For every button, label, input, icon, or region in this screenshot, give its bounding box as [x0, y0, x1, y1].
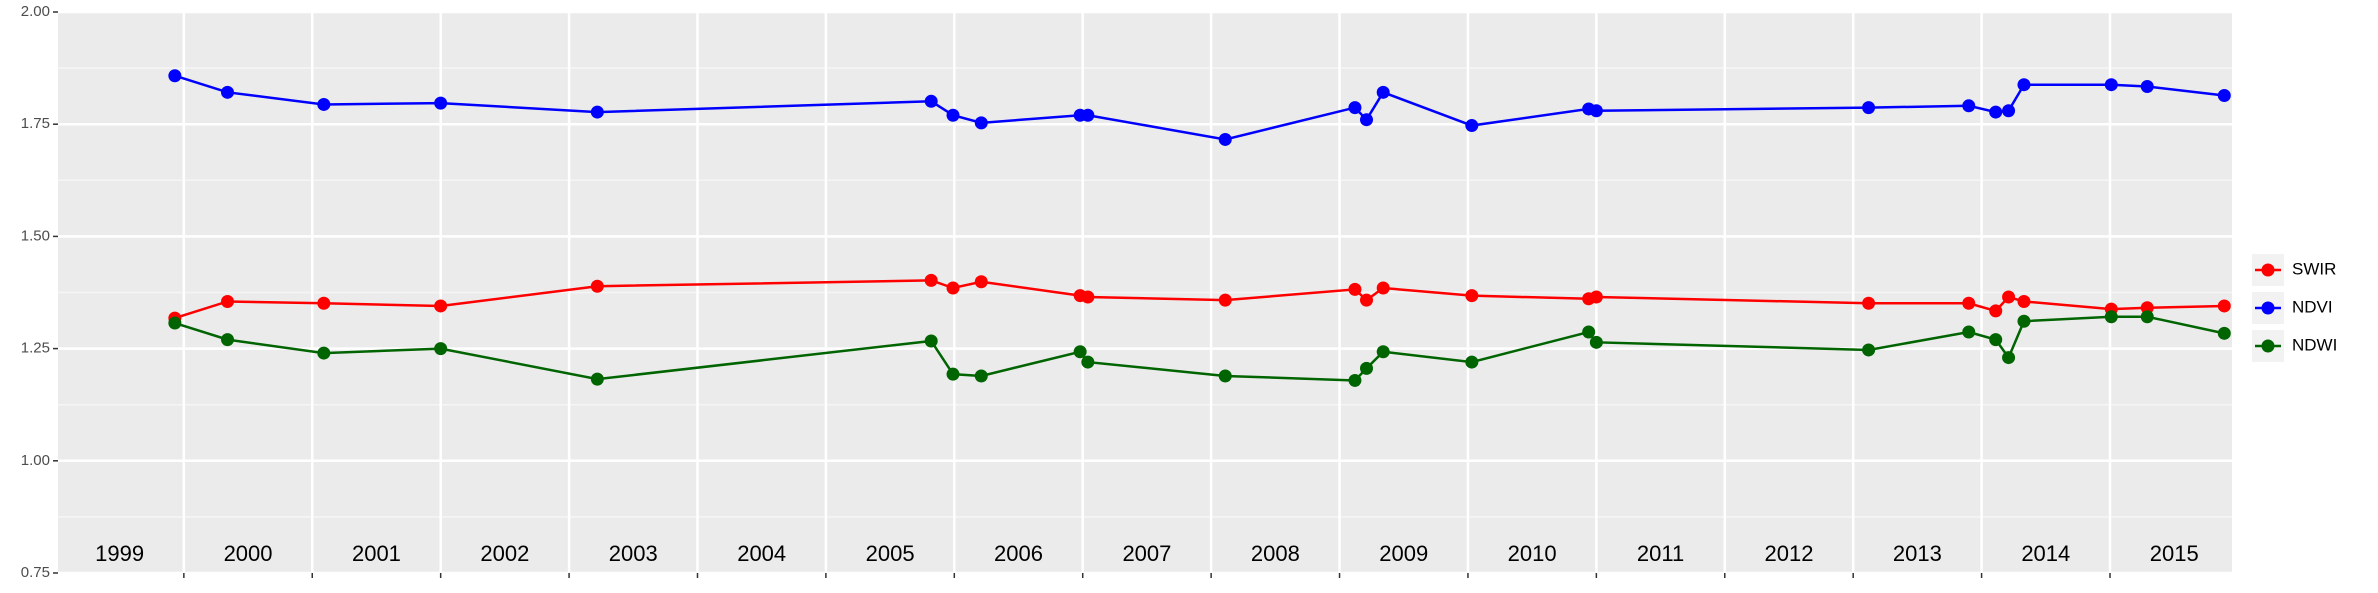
data-point	[1081, 355, 1095, 369]
year-label: 2005	[866, 541, 915, 566]
data-point	[1081, 108, 1095, 122]
year-label: 2006	[994, 541, 1043, 566]
data-point	[946, 281, 960, 295]
y-tick-label: 2.00	[21, 3, 50, 20]
data-point	[2002, 290, 2016, 304]
data-point	[1348, 373, 1362, 387]
data-point	[1376, 345, 1390, 359]
year-label: 2010	[1508, 541, 1557, 566]
year-label: 2002	[480, 541, 529, 566]
data-point	[221, 333, 235, 347]
legend-label: NDVI	[2292, 297, 2333, 316]
legend-label: SWIR	[2292, 259, 2336, 278]
data-point	[590, 105, 604, 119]
data-point	[1465, 119, 1479, 133]
legend-point	[2261, 263, 2275, 277]
data-point	[1989, 333, 2003, 347]
year-label: 2009	[1379, 541, 1428, 566]
data-point	[2140, 80, 2154, 94]
year-label: 2008	[1251, 541, 1300, 566]
data-point	[2002, 351, 2016, 365]
data-point	[1465, 289, 1479, 303]
data-point	[1348, 101, 1362, 115]
legend-point	[2261, 339, 2275, 353]
data-point	[434, 299, 448, 313]
data-point	[1348, 282, 1362, 296]
data-point	[1962, 325, 1976, 339]
data-point	[221, 85, 235, 99]
data-point	[434, 96, 448, 110]
data-point	[2104, 310, 2118, 324]
data-point	[1465, 355, 1479, 369]
data-point	[590, 279, 604, 293]
data-point	[1218, 369, 1232, 383]
year-label: 2012	[1765, 541, 1814, 566]
data-point	[974, 116, 988, 130]
data-point	[434, 342, 448, 356]
data-point	[1589, 335, 1603, 349]
legend-point	[2261, 301, 2275, 315]
data-point	[1862, 101, 1876, 115]
data-point	[221, 294, 235, 308]
y-tick-label: 1.75	[21, 115, 50, 132]
year-label: 2013	[1893, 541, 1942, 566]
data-point	[168, 316, 182, 330]
data-point	[2217, 299, 2231, 313]
data-point	[1376, 281, 1390, 295]
data-point	[924, 94, 938, 108]
year-label: 2001	[352, 541, 401, 566]
data-point	[1582, 325, 1596, 339]
year-label: 2004	[737, 541, 786, 566]
data-point	[2140, 301, 2154, 315]
data-point	[924, 273, 938, 287]
data-point	[974, 275, 988, 289]
data-point	[2002, 104, 2016, 118]
data-point	[974, 369, 988, 383]
data-point	[1360, 113, 1374, 127]
data-point	[946, 367, 960, 381]
year-label: 2003	[609, 541, 658, 566]
data-point	[1360, 361, 1374, 375]
data-point	[2217, 88, 2231, 102]
data-point	[1589, 290, 1603, 304]
year-label: 2007	[1122, 541, 1171, 566]
data-point	[1218, 132, 1232, 146]
data-point	[1360, 293, 1374, 307]
y-tick-label: 1.25	[21, 340, 50, 357]
y-tick-label: 0.75	[21, 564, 50, 581]
data-point	[2017, 314, 2031, 328]
data-point	[1376, 85, 1390, 99]
data-point	[2104, 78, 2118, 92]
data-point	[1862, 296, 1876, 310]
data-point	[1989, 304, 2003, 318]
data-point	[1218, 293, 1232, 307]
year-label: 2015	[2150, 541, 2199, 566]
year-label: 2000	[224, 541, 273, 566]
data-point	[590, 372, 604, 386]
y-tick-label: 1.00	[21, 452, 50, 469]
data-point	[2017, 294, 2031, 308]
data-point	[2017, 78, 2031, 92]
data-point	[317, 296, 331, 310]
data-point	[1962, 99, 1976, 113]
data-point	[1862, 343, 1876, 357]
data-point	[1081, 290, 1095, 304]
data-point	[1989, 105, 2003, 119]
y-tick-label: 1.50	[21, 227, 50, 244]
data-point	[1589, 104, 1603, 118]
year-label: 2011	[1637, 541, 1684, 566]
data-point	[946, 108, 960, 122]
data-point	[2140, 310, 2154, 324]
data-point	[924, 334, 938, 348]
year-label: 2014	[2021, 541, 2070, 566]
data-point	[1962, 296, 1976, 310]
data-point	[1073, 345, 1087, 359]
legend-label: NDWI	[2292, 335, 2337, 354]
data-point	[2217, 326, 2231, 340]
data-point	[168, 69, 182, 83]
year-label: 1999	[95, 541, 144, 566]
data-point	[317, 97, 331, 111]
data-point	[317, 346, 331, 360]
